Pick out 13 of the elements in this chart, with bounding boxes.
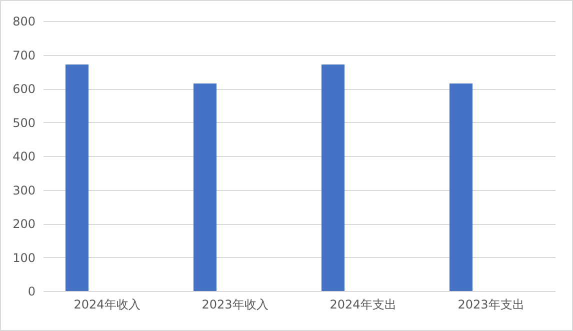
x-tick-label: 2024年收入 xyxy=(74,298,140,312)
y-tick-label: 600 xyxy=(12,82,36,96)
y-tick-label: 300 xyxy=(12,183,36,198)
x-tick-label: 2023年收入 xyxy=(202,298,268,312)
y-tick-label: 200 xyxy=(12,217,36,231)
y-tick-label: 500 xyxy=(12,116,36,130)
y-tick-label: 0 xyxy=(28,284,36,298)
y-tick-label: 700 xyxy=(12,48,36,62)
y-tick-label: 100 xyxy=(12,250,36,265)
y-tick-label: 800 xyxy=(12,14,36,28)
x-tick-label: 2024年支出 xyxy=(330,298,396,312)
y-tick-label: 400 xyxy=(12,150,36,164)
x-tick-label: 2023年支出 xyxy=(458,298,524,312)
